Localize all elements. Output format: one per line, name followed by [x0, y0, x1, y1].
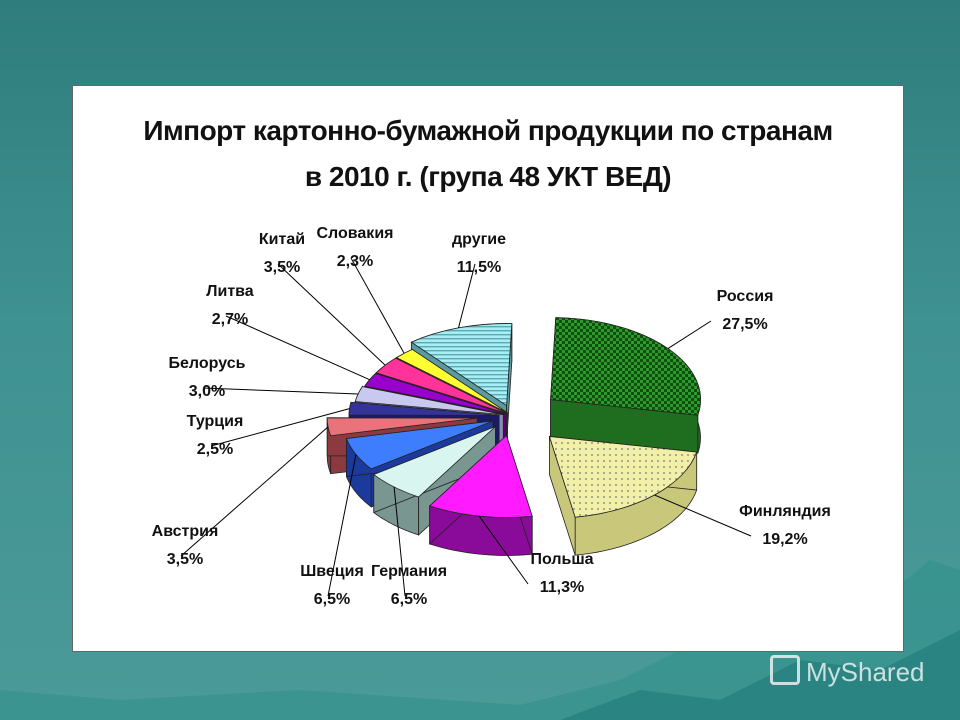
slice-label: Турция [187, 413, 244, 430]
slice-value-label: 2,5% [197, 441, 233, 458]
pie-slice-top [348, 401, 500, 416]
leader-line [350, 257, 405, 354]
pie-slice-top [410, 323, 513, 407]
slice-label: Швеция [300, 563, 364, 580]
leader-line [180, 426, 329, 557]
pie-slice-top [428, 434, 533, 518]
slice-label: Германия [371, 563, 447, 580]
slice-label: Китай [259, 231, 305, 248]
slice-value-label: 27,5% [722, 316, 767, 333]
pie-slice-top [550, 317, 701, 416]
leader-line [478, 515, 529, 585]
slice-label: Россия [717, 288, 774, 305]
slice-value-label: 2,3% [337, 253, 373, 270]
chart-panel: Импорт картонно-бумажной продукции по ст… [72, 85, 904, 652]
slice-value-label: 6,5% [314, 591, 350, 608]
leader-line [458, 263, 476, 329]
slice-value-label: 11,5% [457, 259, 501, 276]
leader-line [654, 494, 752, 537]
slice-value-label: 3,0% [189, 383, 225, 400]
chart-title-line-2: в 2010 г. (група 48 УКТ ВЕД) [304, 161, 672, 192]
watermark-icon [770, 655, 800, 685]
slice-label: Финляндия [739, 503, 831, 520]
slice-label: Австрия [152, 523, 219, 540]
slice-label: другие [452, 231, 506, 248]
pie-slice-3 [428, 434, 533, 556]
leader-line [667, 320, 712, 349]
watermark-text: MyShared [806, 657, 925, 687]
slice-value-label: 6,5% [391, 591, 427, 608]
slice-value-label: 2,7% [212, 311, 248, 328]
pie-slice-1 [550, 317, 701, 454]
slice-value-label: 11,3% [540, 579, 584, 596]
leader-line [327, 454, 357, 597]
leader-line [393, 486, 406, 597]
slice-value-label: 19,2% [762, 531, 807, 548]
slice-label: Словакия [317, 225, 394, 242]
pie-slice-top [364, 373, 506, 415]
slice-label: Литва [206, 283, 254, 300]
slice-label: Польша [530, 551, 593, 568]
watermark-logo: MyShared [770, 655, 925, 688]
pie-slice-top [326, 417, 478, 437]
pie-slice-2 [548, 435, 698, 556]
slice-value-label: 3,5% [167, 551, 203, 568]
pie-slice-top [345, 420, 494, 470]
leader-line [225, 315, 370, 381]
leader-line [277, 263, 386, 366]
leader-line [210, 408, 350, 447]
pie-slice-top [372, 426, 496, 498]
slice-value-label: 3,5% [264, 259, 300, 276]
pie-chart: Россия 27,5% Финляндия 19,2% Польша 11,3% Герм… [152, 225, 831, 608]
chart-title-line-1: Импорт картонно-бумажной продукции по ст… [143, 115, 833, 146]
slice-label: Белорусь [169, 355, 246, 372]
leader-line [202, 387, 359, 395]
chart-title: Импорт картонно-бумажной продукции по ст… [73, 108, 903, 200]
